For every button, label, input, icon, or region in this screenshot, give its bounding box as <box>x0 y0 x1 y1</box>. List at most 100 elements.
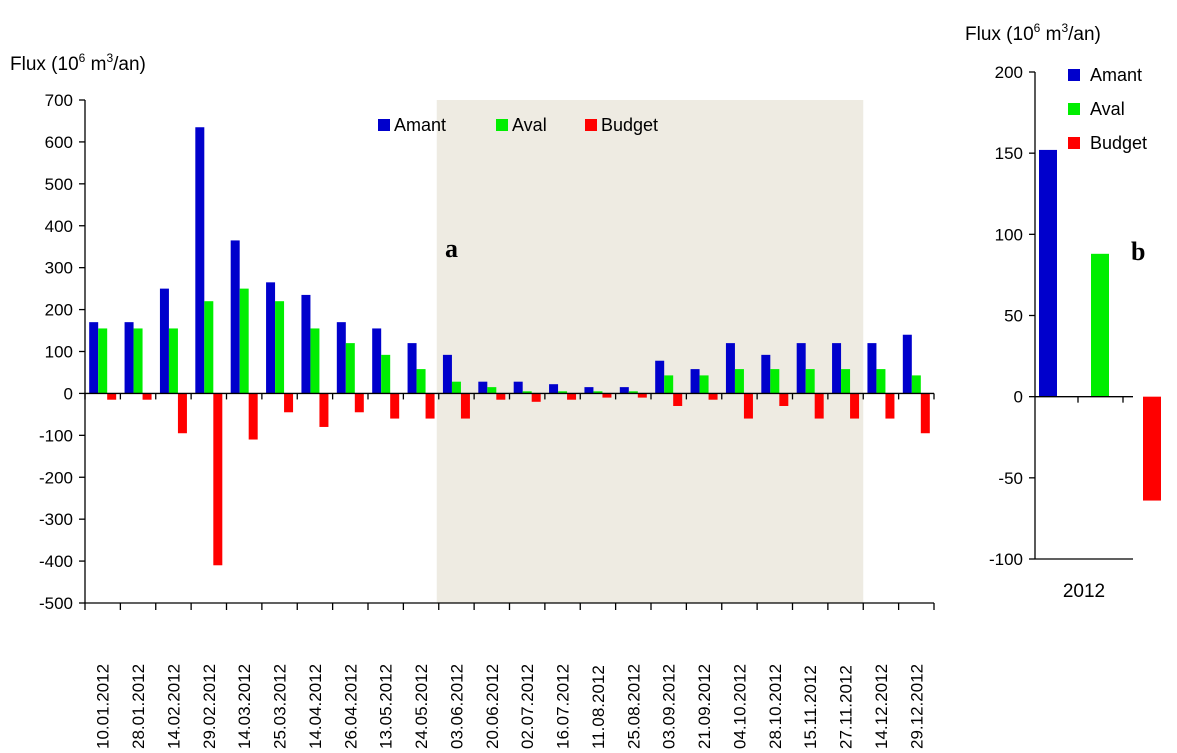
bar-a-amant <box>230 240 240 394</box>
bar-a-budget <box>708 393 718 400</box>
bar-a-aval <box>770 369 780 394</box>
bar-a-budget <box>213 393 223 566</box>
bar-a-amant <box>549 384 559 394</box>
bar-a-budget <box>354 393 364 413</box>
legend-label-a-budget: Budget <box>601 115 658 135</box>
x-tick-label-a: 26.04.2012 <box>341 664 360 749</box>
bar-a-aval <box>310 328 320 394</box>
y-tick-label-a: 100 <box>45 343 73 362</box>
bar-a-budget <box>142 393 152 400</box>
x-tick-label-a: 11.08.2012 <box>589 665 608 749</box>
bar-a-budget <box>496 393 506 400</box>
x-tick-label-a: 13.05.2012 <box>377 664 396 749</box>
bar-a-amant <box>124 322 134 394</box>
bar-a-amant <box>655 360 665 394</box>
legend-swatch-a-amant <box>378 119 390 131</box>
bar-a-aval <box>168 328 178 394</box>
x-tick-label-a: 29.02.2012 <box>200 664 219 749</box>
bar-a-budget <box>885 393 895 419</box>
x-tick-label-a: 03.09.2012 <box>660 664 679 749</box>
y-axis-label-b: Flux (106 m3/an) <box>965 21 1101 45</box>
y-tick-label-b: 50 <box>1004 307 1023 326</box>
y-tick-label-b: 150 <box>995 144 1023 163</box>
bar-b-budget <box>1143 396 1161 501</box>
y-tick-label-b: 100 <box>995 225 1023 244</box>
x-tick-label-a: 25.08.2012 <box>624 664 643 749</box>
bar-a-amant <box>89 322 99 394</box>
bar-a-amant <box>407 343 417 394</box>
bar-a-amant <box>725 343 735 394</box>
bar-a-budget <box>567 393 577 400</box>
y-tick-label-b: 200 <box>995 63 1023 82</box>
bar-a-aval <box>628 391 638 394</box>
y-tick-label-a: 0 <box>64 384 73 403</box>
bar-a-budget <box>743 393 753 419</box>
bar-a-aval <box>381 354 391 394</box>
y-tick-label-a: -300 <box>39 510 73 529</box>
legend-swatch-b-amant <box>1068 69 1080 81</box>
x-tick-label-a: 14.03.2012 <box>235 664 254 749</box>
bar-a-budget <box>531 393 541 402</box>
legend-swatch-b-aval <box>1068 103 1080 115</box>
bar-a-aval <box>239 288 249 394</box>
y-tick-label-a: 200 <box>45 301 73 320</box>
x-tick-label-a: 10.01.2012 <box>94 664 113 749</box>
bar-a-budget <box>460 393 470 419</box>
bar-a-aval <box>699 375 709 394</box>
x-tick-label-a: 29.12.2012 <box>907 664 926 749</box>
bar-a-aval <box>805 369 815 394</box>
bar-a-budget <box>920 393 930 434</box>
bar-a-amant <box>513 381 523 394</box>
bar-a-amant <box>867 343 877 394</box>
y-tick-label-a: -200 <box>39 468 73 487</box>
shaded-period <box>436 100 864 603</box>
x-tick-label-a: 21.09.2012 <box>695 664 714 749</box>
bar-a-budget <box>814 393 824 419</box>
bar-a-budget <box>390 393 400 419</box>
bar-a-amant <box>761 354 771 394</box>
bar-a-budget <box>284 393 294 413</box>
bar-a-aval <box>204 301 214 394</box>
bar-a-aval <box>98 328 108 394</box>
bar-a-aval <box>133 328 143 394</box>
legend-swatch-b-budget <box>1068 137 1080 149</box>
y-axis-label-a: Flux (106 m3/an) <box>10 51 146 75</box>
bar-a-amant <box>690 369 700 394</box>
x-tick-label-a: 14.04.2012 <box>306 664 325 749</box>
x-tick-label-a: 14.02.2012 <box>164 664 183 749</box>
bar-a-amant <box>478 381 488 394</box>
x-tick-label-a: 24.05.2012 <box>412 664 431 749</box>
bar-a-aval <box>734 369 744 394</box>
bar-a-amant <box>159 288 169 394</box>
x-tick-label-a: 28.01.2012 <box>129 664 148 749</box>
x-tick-label-a: 28.10.2012 <box>766 664 785 749</box>
panel-label-a: a <box>445 234 458 263</box>
y-tick-label-a: 700 <box>45 91 73 110</box>
bar-a-budget <box>107 393 117 400</box>
y-tick-label-a: 400 <box>45 217 73 236</box>
y-tick-label-b: -100 <box>989 550 1023 569</box>
bar-a-budget <box>673 393 683 406</box>
y-tick-label-b: 0 <box>1014 388 1023 407</box>
bar-a-amant <box>619 387 629 394</box>
bar-a-amant <box>372 328 382 394</box>
bar-a-amant <box>796 343 806 394</box>
bar-a-amant <box>584 387 594 394</box>
bar-a-aval <box>275 301 285 394</box>
bar-a-aval <box>487 387 497 394</box>
y-tick-label-a: -500 <box>39 594 73 613</box>
bar-a-aval <box>664 375 674 394</box>
x-tick-label-b: 2012 <box>1063 581 1105 602</box>
bar-a-amant <box>902 334 912 394</box>
x-tick-label-a: 14.12.2012 <box>872 664 891 749</box>
x-tick-label-a: 15.11.2012 <box>801 665 820 749</box>
bar-a-budget <box>602 393 612 398</box>
x-tick-label-a: 16.07.2012 <box>554 664 573 749</box>
bar-a-amant <box>266 282 276 394</box>
bar-a-budget <box>319 393 329 427</box>
y-tick-label-b: -50 <box>998 469 1023 488</box>
bar-a-budget <box>637 393 647 398</box>
bar-a-budget <box>850 393 860 419</box>
bar-a-amant <box>336 322 346 394</box>
